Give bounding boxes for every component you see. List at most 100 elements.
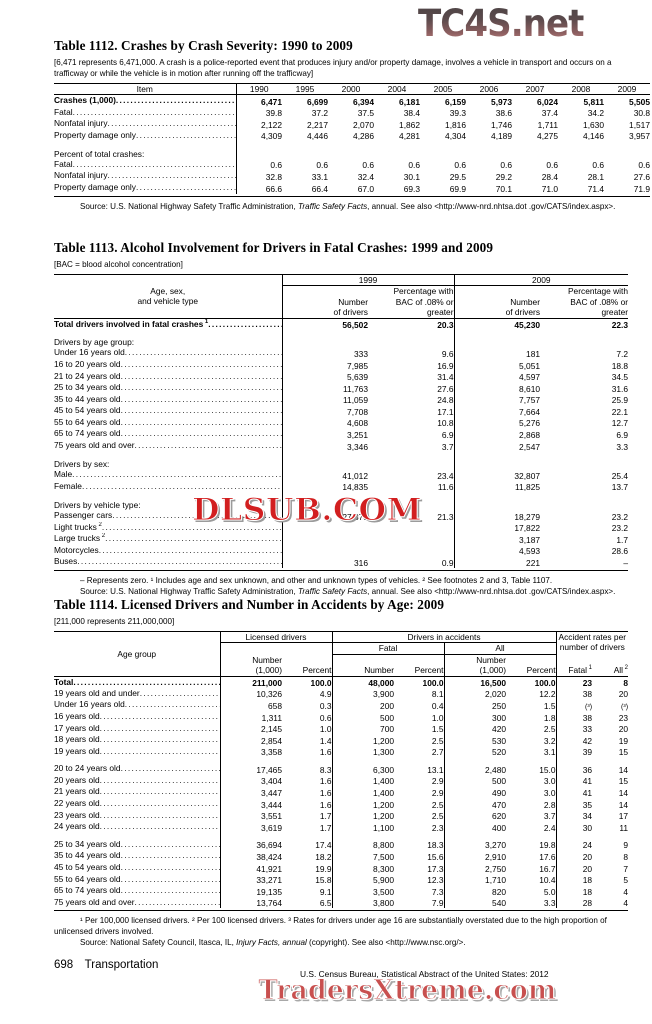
table-cell: 38.4 (403, 108, 420, 119)
spacer-row (54, 492, 628, 499)
leader-dots: ........................................… (120, 358, 282, 369)
table-cell: 1,862 (399, 119, 420, 130)
table-cell: 19.9 (315, 863, 332, 874)
table-cell: – (623, 558, 629, 568)
leader-dots: ........................................… (124, 699, 220, 710)
table-cell: 28 (555, 896, 593, 909)
row-stub: 65 to 74 years old......................… (54, 885, 220, 895)
table-cell: 0.4 (431, 700, 444, 711)
table-cell: 14 (618, 799, 629, 810)
row-label: Fatal (54, 158, 73, 169)
table-cell: 1.7 (319, 811, 332, 822)
table-row: 24 years old............................… (54, 821, 628, 833)
row-stub: 16 to 20 years old......................… (54, 359, 282, 369)
row-label: 16 to 20 years old (54, 358, 121, 369)
column-subheader: Percentage with BAC of .08% or greater (368, 286, 454, 318)
table-cell: 2,020 (443, 687, 507, 700)
table-cell: 3,551 (219, 809, 282, 822)
row-stub: 55 to 64 years old......................… (54, 874, 220, 884)
table-row: Female..................................… (54, 480, 628, 493)
row-label: Female (54, 480, 82, 491)
table-cell: 2.9 (431, 788, 444, 799)
table-cell: 16.9 (437, 360, 454, 371)
table-cell: 5,276 (453, 416, 541, 429)
table-row: Large trucks 2..........................… (54, 533, 628, 545)
table-cell: 4,304 (445, 131, 466, 142)
row-label: 65 to 74 years old (54, 885, 121, 896)
table-cell: 12.7 (611, 418, 629, 429)
column-header-fatal: Fatal (331, 642, 445, 655)
leader-dots: ........................................… (101, 521, 282, 532)
row-stub: 65 to 74 years old......................… (54, 428, 282, 438)
table-cell: 41,921 (219, 862, 282, 874)
column-header-all: All (443, 642, 557, 655)
subheader-line: Percentage with (393, 286, 454, 297)
table-cell: 37.5 (357, 108, 374, 119)
table-cell: 3,358 (219, 745, 282, 758)
table-cell: 2.5 (431, 735, 444, 746)
table-cell: 200 (331, 699, 395, 711)
subheader-line: of drivers (505, 307, 541, 318)
leader-dots: ........................................… (99, 798, 220, 809)
row-label: 18 years old (54, 734, 100, 745)
table-cell: 1.5 (431, 724, 444, 735)
table-cell: 7,500 (331, 850, 395, 863)
leader-dots: ........................................… (134, 440, 282, 451)
table-cell: 11,825 (453, 480, 541, 493)
table-cell: 8,610 (453, 382, 541, 394)
footnote-marker: 2 (100, 533, 106, 540)
table-cell: 4,189 (491, 131, 512, 142)
row-stub: 20 to 24 years old......................… (54, 763, 220, 773)
table-cell: 1.6 (319, 776, 332, 787)
row-label: Motorcycles (54, 544, 99, 555)
table-cell: 4,146 (583, 131, 604, 142)
stub-header-line1: Age, sex, (150, 285, 186, 296)
subheader-line: BAC of .08% or (570, 296, 629, 307)
leader-dots: ........................................… (120, 850, 220, 861)
table-cell: 24.8 (437, 395, 454, 406)
leader-dots: ........................................… (135, 129, 236, 140)
table-cell: 18.2 (315, 852, 332, 863)
row-stub: 23 years old............................… (54, 810, 220, 820)
table-cell (368, 458, 454, 470)
leader-dots: ........................................… (99, 809, 220, 820)
header-sub-row: Number of drivers Percentage with BAC of .0… (54, 285, 629, 319)
leader-dots: ........................................… (120, 382, 282, 393)
spacer-row (54, 832, 628, 839)
column-subheader: Fatal 1 (555, 654, 593, 677)
subheader-line: All 2 (613, 665, 629, 676)
row-stub: Total...................................… (54, 677, 220, 687)
row-label: Fatal (54, 106, 73, 117)
table-cell: 0.6 (362, 160, 374, 171)
subheader-line: Percentage with (567, 286, 629, 297)
table-cell (604, 147, 650, 159)
table-cell: 34 (555, 809, 593, 822)
table-cell: 3.1 (543, 747, 556, 758)
subheader-line: greater (426, 307, 454, 318)
table-cell: 29.2 (495, 172, 512, 183)
table-cell: 38 (555, 687, 593, 700)
table-cell: 7.3 (431, 886, 444, 897)
column-subheader: Number (331, 654, 395, 677)
leader-dots: ........................................… (107, 170, 236, 181)
table-1114-source: Source: National Safety Council, Itasca,… (54, 937, 628, 948)
leader-dots: ........................................… (120, 370, 282, 381)
leader-dots: ........................................… (135, 182, 236, 193)
row-label: 19 years old (54, 745, 100, 756)
table-cell: 5 (623, 875, 629, 886)
table-cell: 18 (555, 873, 593, 886)
row-label: 75 years old and over (54, 896, 135, 907)
leader-dots: ........................................… (208, 318, 281, 329)
table-cell: 1,816 (445, 119, 466, 130)
table-row: 19 years old............................… (54, 745, 628, 758)
leader-dots: ........................................… (99, 722, 220, 733)
row-stub: Fatal...................................… (54, 159, 236, 169)
table-cell: 19.8 (539, 840, 556, 851)
table-cell: 23.2 (611, 523, 629, 534)
table-cell: 3,900 (331, 687, 395, 700)
column-subheader: Percent (394, 654, 444, 676)
column-header-year: 2000 (341, 84, 361, 94)
table-cell: 11.6 (437, 482, 454, 493)
table-cell: 24 (555, 838, 593, 851)
table-1113-footnote: – Represents zero. ¹ Includes age and se… (54, 575, 628, 586)
